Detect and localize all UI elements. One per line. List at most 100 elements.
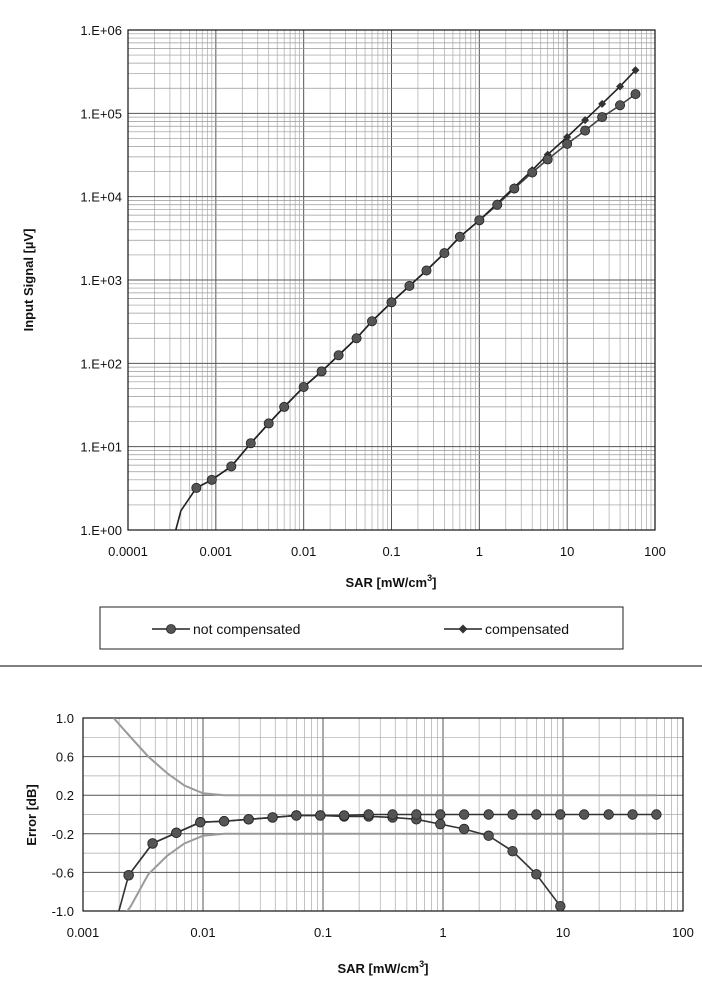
bottom-point-compensated [363,809,374,820]
bottom-point-compensated [243,814,254,825]
top-point-not-compensated [439,248,450,259]
top-point-not-compensated [597,112,608,123]
top-point-not-compensated [316,366,327,377]
bottom-point-compensated [578,809,590,820]
top-point-not-compensated [191,482,202,493]
top-chart-x-tick-labels: 0.0001 0.001 0.01 0.1 1 10 100 [108,544,666,559]
top-point-not-compensated [351,333,362,344]
bottom-point-not-compensated [507,845,518,857]
legend-marker-compensated [458,624,468,634]
bottom-series-clipped [112,718,662,911]
top-point-compensated [563,132,572,141]
bottom-point-compensated [218,816,230,827]
bottom-point-compensated [315,810,326,821]
top-x-tick-label: 1 [476,544,483,559]
top-chart-plot-frame [127,29,656,531]
error-chart: 1.0 0.6 0.2 -0.2 -0.6 -1.0 0.001 0.01 0.1 1 10 100… [24,711,694,976]
bottom-chart-y-axis-title: Error [dB] [24,784,39,845]
top-y-tick-label: 1.E+03 [80,273,122,288]
top-point-not-compensated [206,474,217,485]
top-point-not-compensated [263,418,274,429]
bottom-x-tick-label: 0.01 [190,925,215,940]
bottom-x-tick-label: 1 [439,925,446,940]
top-point-compensated [631,66,640,75]
top-chart-x-axis-title-end: ] [432,575,436,590]
bottom-x-tick-label: 0.001 [67,925,100,940]
bottom-chart-x-axis-title-sup: 3 [419,959,424,969]
top-x-tick-label: 0.001 [200,544,233,559]
bottom-chart-x-axis-title-end: ] [424,961,428,976]
top-x-tick-label: 0.01 [291,544,316,559]
bottom-series-tail [118,875,130,911]
top-y-tick-label: 1.E+01 [80,440,122,455]
bottom-point-compensated [123,870,134,881]
bottom-lower-bound-line [126,832,657,911]
top-point-not-compensated [386,297,397,308]
bottom-x-tick-label: 100 [672,925,694,940]
bottom-point-compensated [458,809,470,820]
bottom-point-compensated [507,809,518,820]
input-signal-chart: 1.E+00 1.E+01 1.E+02 1.E+03 1.E+04 1.E+05 1.E+… [21,23,666,590]
bottom-x-tick-label: 10 [556,925,570,940]
legend-label-compensated: compensated [485,621,569,637]
top-chart-y-tick-labels: 1.E+00 1.E+01 1.E+02 1.E+03 1.E+04 1.E+05 1.E+… [80,23,122,538]
bottom-point-not-compensated [531,869,542,880]
bottom-point-compensated [147,838,158,849]
top-point-compensated [598,99,607,108]
bottom-point-compensated [531,809,542,820]
bottom-point-compensated [387,809,398,820]
bottom-point-not-compensated [435,818,446,830]
legend: not compensated compensated [99,606,624,650]
top-series-line-compensated [195,69,637,489]
bottom-point-compensated [291,810,302,821]
top-point-not-compensated [367,316,378,327]
top-x-tick-label: 0.0001 [108,544,148,559]
top-y-tick-label: 1.E+05 [80,106,122,121]
top-point-not-compensated [580,125,591,136]
top-y-tick-label: 1.E+00 [80,523,122,538]
top-point-not-compensated [615,100,626,111]
top-point-not-compensated [474,215,485,226]
bottom-point-not-compensated [483,830,494,841]
bottom-point-not-compensated [458,823,470,835]
bottom-chart-x-tick-labels: 0.001 0.01 0.1 1 10 100 [67,925,694,940]
bottom-chart-series [112,718,662,911]
bottom-x-tick-label: 0.1 [314,925,332,940]
bottom-point-compensated [411,809,422,820]
top-chart-y-axis-title: Input Signal [µV] [21,229,36,332]
top-point-not-compensated [245,438,256,449]
top-point-not-compensated [279,401,290,412]
bottom-point-compensated [483,809,494,820]
bottom-point-compensated [627,809,638,820]
bottom-point-compensated [171,827,182,839]
bottom-point-compensated [651,809,662,820]
top-point-compensated [581,116,590,125]
bottom-y-tick-label: -0.2 [52,827,74,842]
bottom-point-compensated [267,812,278,823]
top-x-tick-label: 0.1 [382,544,400,559]
bottom-y-tick-label: 1.0 [56,711,74,726]
top-chart-series [175,66,641,531]
bottom-y-tick-label: 0.6 [56,750,74,765]
bottom-point-not-compensated [555,900,566,911]
top-x-tick-label: 100 [644,544,666,559]
top-series-tail [175,487,198,531]
top-point-compensated [616,82,625,91]
bottom-point-compensated [435,809,446,820]
top-point-not-compensated [492,199,503,210]
bottom-series-line-compensated [127,813,657,876]
bottom-chart-y-tick-labels: 1.0 0.6 0.2 -0.2 -0.6 -1.0 [52,711,74,919]
top-y-tick-label: 1.E+06 [80,23,122,38]
top-point-not-compensated [630,89,641,100]
top-point-not-compensated [226,461,237,472]
legend-frame [99,606,624,650]
top-point-not-compensated [527,167,538,178]
top-point-not-compensated [333,350,344,361]
top-chart-grid [127,30,655,531]
top-point-not-compensated [542,154,553,165]
top-point-not-compensated [509,183,520,194]
bottom-y-tick-label: -0.6 [52,865,74,880]
bottom-y-tick-label: 0.2 [56,788,74,803]
top-chart-x-axis-title: SAR [mW/cm3] [346,573,437,590]
